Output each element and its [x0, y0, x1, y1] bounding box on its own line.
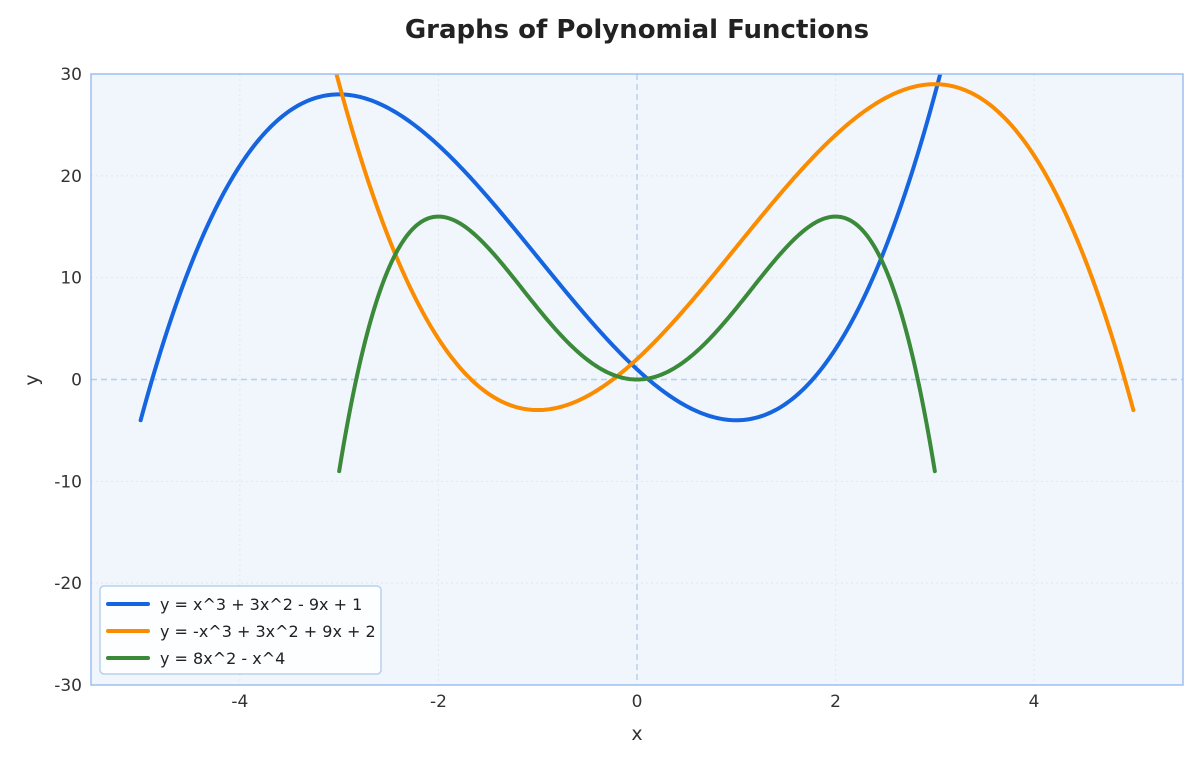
- legend-label-3: y = 8x^2 - x^4: [160, 649, 285, 668]
- legend-label-2: y = -x^3 + 3x^2 + 9x + 2: [160, 622, 376, 641]
- legend-box: [99, 585, 382, 675]
- legend-label-1: y = x^3 + 3x^2 - 9x + 1: [160, 595, 362, 614]
- x-tick-label: -4: [231, 692, 248, 712]
- x-tick-label: 4: [1029, 692, 1040, 712]
- y-tick-label: 20: [60, 167, 82, 187]
- series-line-3: [337, 214, 937, 474]
- x-tick-label: -2: [430, 692, 447, 712]
- y-tick-label: 0: [71, 371, 82, 391]
- x-tick-label: 0: [632, 692, 643, 712]
- series-line-1: [138, 74, 943, 423]
- x-axis-label: x: [631, 723, 642, 745]
- series-group: [138, 74, 1136, 474]
- legend: y = x^3 + 3x^2 - 9x + 1 y = -x^3 + 3x^2 +…: [99, 585, 382, 675]
- x-tick-label: 2: [830, 692, 841, 712]
- y-tick-label: 10: [60, 269, 82, 289]
- y-tick-label: -30: [54, 676, 82, 696]
- chart-title: Graphs of Polynomial Functions: [405, 15, 869, 45]
- series-line-2: [334, 74, 1136, 413]
- y-tick-label: -10: [54, 472, 82, 492]
- y-tick-label: -20: [54, 574, 82, 594]
- y-axis-label: y: [21, 374, 43, 385]
- y-tick-label: 30: [60, 65, 82, 85]
- plot-frame: [90, 73, 1184, 686]
